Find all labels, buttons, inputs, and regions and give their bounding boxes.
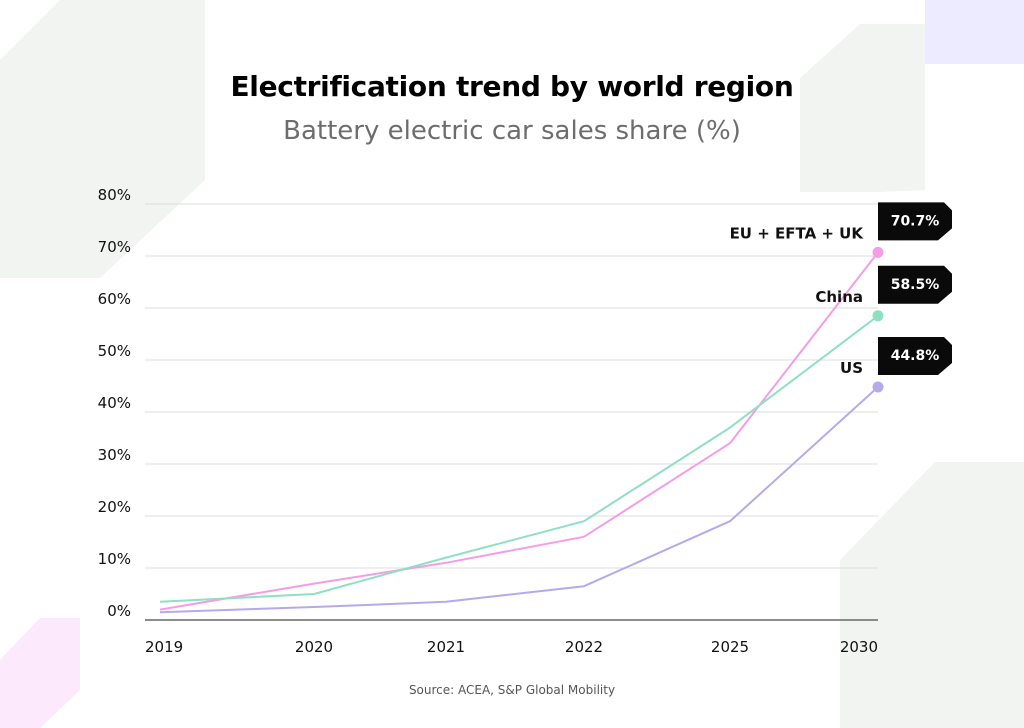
x-tick-label: 2020	[295, 638, 333, 656]
series-end-point-us	[872, 381, 884, 393]
x-axis-ticks: 2019 2020 2021 2022 2025 2030	[145, 638, 878, 656]
y-tick-label: 10%	[98, 550, 131, 568]
value-badge-us	[878, 337, 952, 376]
series-name-china: China	[815, 288, 863, 306]
y-tick-label: 70%	[98, 238, 131, 256]
x-tick-label: 2030	[840, 638, 878, 656]
chart-source: Source: ACEA, S&P Global Mobility	[408, 683, 616, 697]
series-name-eu: EU + EFTA + UK	[730, 224, 865, 242]
x-tick-label: 2022	[565, 638, 603, 656]
series-name-us: US	[840, 359, 863, 377]
y-tick-label: 30%	[98, 446, 131, 464]
x-tick-label: 2025	[711, 638, 749, 656]
y-tick-label: 50%	[98, 342, 131, 360]
bg-shape-bottom-left-pink	[0, 618, 80, 728]
grid-lines	[145, 203, 878, 621]
y-tick-label: 40%	[98, 394, 131, 412]
y-tick-label: 0%	[107, 602, 131, 620]
value-label-china: 58.5%	[891, 277, 940, 293]
value-badge-eu	[878, 202, 952, 241]
series-end-point-china	[872, 310, 884, 322]
chart-subtitle: Battery electric car sales share (%)	[283, 116, 741, 146]
value-label-us: 44.8%	[891, 348, 940, 364]
series-line-us	[159, 386, 879, 614]
x-tick-label: 2019	[145, 638, 183, 656]
y-tick-label: 80%	[98, 186, 131, 204]
bg-shape-top-left	[0, 0, 205, 278]
series-lines	[159, 246, 884, 614]
chart-title: Electrification trend by world region	[230, 70, 794, 103]
y-tick-label: 60%	[98, 290, 131, 308]
bg-shape-top-right-gray	[800, 24, 925, 192]
series-end-point-eu	[872, 246, 884, 258]
series-line-eu	[159, 251, 879, 611]
series-line-china	[159, 315, 879, 603]
bg-shape-bottom-right	[840, 462, 1024, 728]
x-tick-label: 2021	[427, 638, 465, 656]
bg-shape-top-right-lilac	[925, 0, 1024, 64]
series-labels: 70.7% EU + EFTA + UK 58.5% China 44.8% US	[730, 202, 952, 377]
value-label-eu: 70.7%	[891, 213, 940, 229]
y-tick-label: 20%	[98, 498, 131, 516]
y-axis-ticks: 0% 10% 20% 30% 40% 50% 60% 70% 80%	[98, 186, 131, 620]
value-badge-china	[878, 265, 952, 304]
